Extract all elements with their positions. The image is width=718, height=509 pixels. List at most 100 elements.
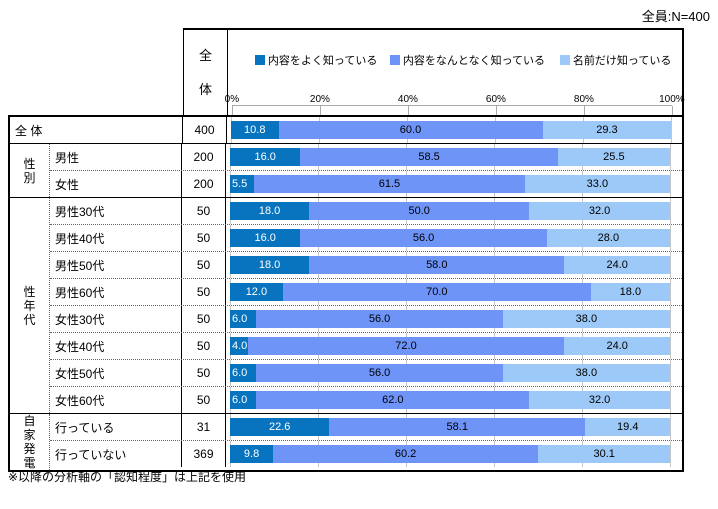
row-label: 女性30代 bbox=[50, 306, 182, 332]
bar-segment: 32.0 bbox=[529, 391, 670, 409]
bar-value-label: 50.0 bbox=[408, 205, 430, 217]
bar-value-label: 56.0 bbox=[368, 313, 391, 325]
bar-segment: 30.1 bbox=[537, 445, 671, 463]
bar-value-label: 29.3 bbox=[596, 124, 618, 136]
row-label: 行っている bbox=[50, 414, 182, 440]
bar-value-label: 70.0 bbox=[426, 286, 448, 298]
bar-value-label: 33.0 bbox=[586, 178, 609, 190]
bar-value-label: 24.0 bbox=[606, 340, 628, 352]
axis-tick-mark bbox=[319, 106, 321, 115]
bar-segment: 56.0 bbox=[256, 364, 503, 382]
bar-chart-cell: 6.0 56.0 38.0 bbox=[226, 306, 682, 332]
n-value: 50 bbox=[182, 360, 226, 386]
gridline bbox=[670, 333, 671, 359]
group-rows: 男性 200 16.0 58.5 25.5 女性 200 5.5 61.5 33.0 bbox=[50, 144, 682, 197]
legend-swatch-name-only-icon bbox=[559, 55, 570, 65]
bar-chart-cell: 5.5 61.5 33.0 bbox=[226, 171, 682, 197]
bar-value-label: 18.0 bbox=[258, 259, 281, 271]
legend-swatch-somewhat-known-icon bbox=[389, 55, 400, 65]
bar-value-label: 72.0 bbox=[395, 340, 417, 352]
bar-chart-cell: 6.0 56.0 38.0 bbox=[226, 360, 682, 386]
bar-segment: 19.4 bbox=[585, 418, 671, 436]
row-label: 全 体 bbox=[10, 117, 183, 143]
legend-item-somewhat-known: 内容をなんとなく知っている bbox=[389, 52, 545, 68]
bar-segment: 58.1 bbox=[329, 418, 586, 436]
bar-value-label: 9.8 bbox=[243, 448, 260, 460]
gridline bbox=[670, 279, 671, 305]
bar-value-label: 16.0 bbox=[254, 151, 276, 163]
chart-header: 内容をよく知っている 内容をなんとなく知っている 名前だけ知っている 0% 20%… bbox=[225, 30, 685, 115]
n-value: 50 bbox=[182, 279, 226, 305]
bar-value-label: 25.5 bbox=[603, 151, 625, 163]
row-label: 女性 bbox=[50, 171, 182, 197]
bar-segment: 24.0 bbox=[564, 256, 670, 274]
table-body: 全 体 400 10.8 60.0 29.3 性別 男性 200 16.0 58.5 25.5 女性 2… bbox=[8, 115, 684, 472]
stacked-bar: 16.0 56.0 28.0 bbox=[230, 229, 682, 247]
bar-value-label: 61.5 bbox=[378, 178, 401, 190]
bar-chart-cell: 18.0 58.0 24.0 bbox=[226, 252, 682, 278]
legend-item-well-known: 内容をよく知っている bbox=[254, 52, 378, 68]
stacked-bar: 10.8 60.0 29.3 bbox=[231, 121, 682, 139]
bar-chart-cell: 12.0 70.0 18.0 bbox=[226, 279, 682, 305]
bar-value-label: 60.2 bbox=[394, 448, 417, 460]
n-value: 369 bbox=[182, 441, 226, 467]
bar-segment: 70.0 bbox=[282, 283, 591, 301]
gridline bbox=[670, 171, 671, 197]
gridline bbox=[670, 252, 671, 278]
bar-value-label: 6.0 bbox=[232, 313, 248, 325]
bar-segment: 28.0 bbox=[546, 229, 670, 247]
gridline bbox=[670, 198, 671, 224]
bar-segment: 33.0 bbox=[524, 175, 670, 193]
stacked-bar: 22.6 58.1 19.4 bbox=[230, 418, 682, 436]
axis-tick-label: 100% bbox=[659, 94, 685, 105]
bar-value-label: 4.0 bbox=[232, 340, 248, 352]
row-label: 男性30代 bbox=[50, 198, 182, 224]
axis-tick-label: 20% bbox=[309, 94, 330, 105]
bar-segment: 62.0 bbox=[256, 391, 530, 409]
bar-value-label: 12.0 bbox=[245, 286, 268, 298]
bar-value-label: 24.0 bbox=[606, 259, 628, 271]
bar-segment: 16.0 bbox=[230, 148, 301, 166]
legend-label: 内容をよく知っている bbox=[267, 55, 378, 67]
row-label: 行っていない bbox=[50, 441, 182, 467]
stacked-bar: 16.0 58.5 25.5 bbox=[230, 148, 682, 166]
row-group: 性年代 男性30代 50 18.0 50.0 32.0 男性40代 50 16.0 56.0 28.… bbox=[10, 198, 682, 414]
table-row: 男性60代 50 12.0 70.0 18.0 bbox=[50, 279, 682, 306]
bar-chart-cell: 6.0 62.0 32.0 bbox=[226, 387, 682, 413]
bar-chart-cell: 4.0 72.0 24.0 bbox=[226, 333, 682, 359]
legend-swatch-well-known-icon bbox=[254, 55, 265, 65]
bar-value-label: 32.0 bbox=[588, 394, 611, 406]
bar-chart-cell: 22.6 58.1 19.4 bbox=[226, 414, 682, 440]
bar-value-label: 62.0 bbox=[382, 394, 404, 406]
bar-value-label: 10.8 bbox=[244, 124, 266, 136]
table-row: 行っていない 369 9.8 60.2 30.1 bbox=[50, 441, 682, 467]
bar-value-label: 18.0 bbox=[619, 286, 642, 298]
gridline bbox=[670, 306, 671, 332]
row-group: 性別 男性 200 16.0 58.5 25.5 女性 200 5.5 61.5 33.0 bbox=[10, 144, 682, 198]
bar-chart-cell: 18.0 50.0 32.0 bbox=[226, 198, 682, 224]
bar-segment: 38.0 bbox=[502, 310, 670, 328]
table-row: 男性30代 50 18.0 50.0 32.0 bbox=[50, 198, 682, 225]
table-row: 女性60代 50 6.0 62.0 32.0 bbox=[50, 387, 682, 413]
bar-segment: 60.0 bbox=[278, 121, 543, 139]
n-value: 200 bbox=[182, 144, 226, 170]
n-value: 50 bbox=[182, 333, 226, 359]
bar-segment: 16.0 bbox=[230, 229, 301, 247]
bar-segment: 32.0 bbox=[529, 202, 670, 220]
legend-label: 名前だけ知っている bbox=[572, 55, 672, 67]
bar-value-label: 22.6 bbox=[269, 421, 291, 433]
bar-segment: 56.0 bbox=[256, 310, 503, 328]
bar-segment: 6.0 bbox=[230, 364, 257, 382]
gridline bbox=[670, 144, 671, 170]
n-value: 200 bbox=[182, 171, 226, 197]
axis-baseline bbox=[231, 105, 672, 106]
gridline bbox=[670, 360, 671, 386]
bar-chart-cell: 10.8 60.0 29.3 bbox=[227, 117, 682, 143]
bar-value-label: 19.4 bbox=[617, 421, 639, 433]
bar-segment: 22.6 bbox=[230, 418, 330, 436]
row-label: 女性40代 bbox=[50, 333, 182, 359]
bar-segment: 6.0 bbox=[230, 391, 257, 409]
bar-segment: 56.0 bbox=[300, 229, 547, 247]
row-group: 自家発電 行っている 31 22.6 58.1 19.4 行っていない 369 9.8 60.2 3… bbox=[10, 414, 682, 470]
